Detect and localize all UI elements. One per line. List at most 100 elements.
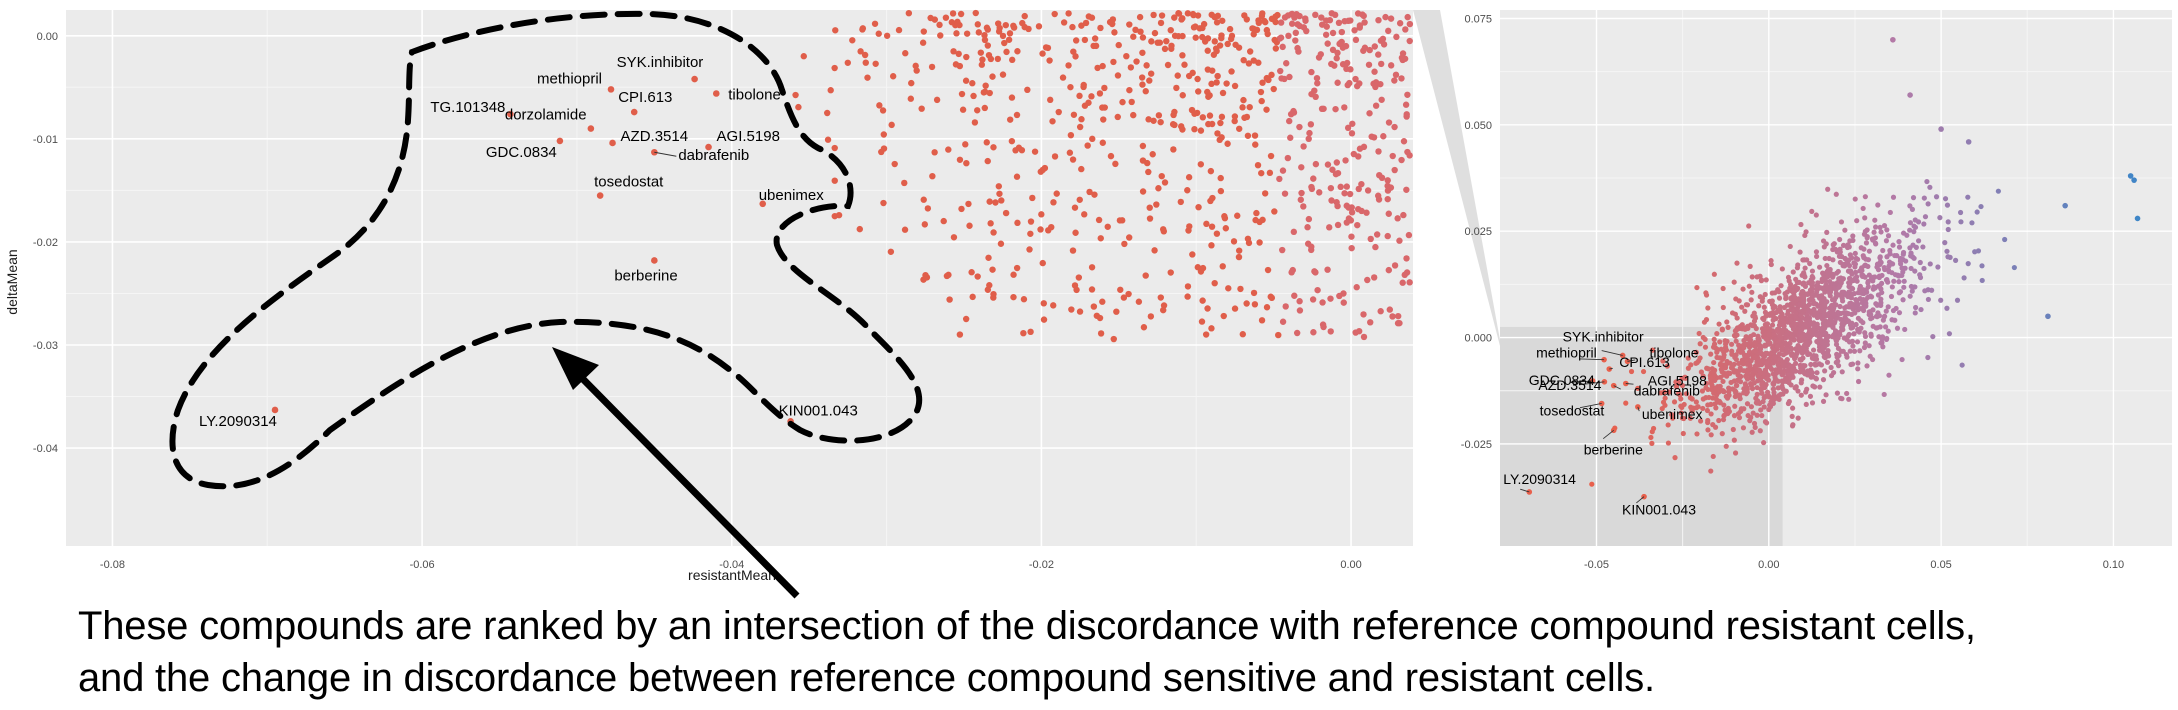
annotation-arrowhead (552, 347, 599, 390)
left-background-point (1286, 73, 1293, 81)
right-background-point (1749, 429, 1755, 435)
left-background-point (1050, 302, 1057, 309)
right-background-point (1875, 292, 1882, 298)
right-background-point (1881, 391, 1887, 398)
left-background-point (918, 105, 925, 112)
left-background-point (1375, 148, 1382, 155)
left-background-point (1371, 68, 1378, 75)
left-background-point (1352, 329, 1359, 336)
left-background-point (1112, 160, 1119, 168)
right-background-point (1720, 378, 1726, 385)
left-background-point (1403, 186, 1410, 193)
left-background-point (1231, 305, 1239, 312)
left-background-point (1139, 81, 1146, 88)
right-background-point (1854, 298, 1860, 305)
right-background-point (1770, 400, 1776, 407)
right-background-point (1927, 261, 1933, 267)
right-background-point (1824, 350, 1831, 356)
right-background-point (1732, 311, 1738, 317)
left-background-point (905, 9, 913, 17)
left-background-point (1245, 60, 1253, 67)
right-background-point (1866, 309, 1872, 315)
left-background-point (1021, 23, 1028, 31)
right-background-point (1798, 392, 1804, 398)
right-label-leader (1637, 406, 1640, 412)
left-background-point (1149, 151, 1156, 158)
right-background-point (1760, 353, 1767, 359)
left-background-point (1150, 11, 1157, 19)
left-background-point (1319, 299, 1326, 306)
left-point-label: LY.2090314 (199, 413, 277, 430)
right-background-point (1754, 412, 1760, 418)
right-background-point (1860, 205, 1866, 212)
right-background-point (1801, 298, 1807, 304)
left-background-point (1076, 196, 1083, 203)
right-background-point (1944, 202, 1951, 208)
left-background-point (1361, 19, 1368, 26)
right-background-point (1969, 220, 1975, 226)
right-background-point (1865, 263, 1871, 270)
right-background-point (1671, 399, 1678, 405)
left-background-point (1075, 274, 1083, 281)
right-background-point (1782, 340, 1788, 346)
right-background-point (1798, 333, 1804, 340)
right-background-point (1840, 263, 1846, 269)
right-background-point (1800, 257, 1806, 263)
left-background-point (1396, 237, 1403, 244)
right-background-point (1788, 345, 1794, 351)
right-background-point (1851, 348, 1858, 354)
left-background-point (902, 50, 909, 57)
right-background-point (1757, 343, 1763, 349)
left-background-point (1366, 110, 1373, 117)
left-background-point (1146, 204, 1153, 211)
right-background-point (1900, 297, 1906, 303)
left-background-point (1349, 120, 1356, 127)
right-background-point (1751, 348, 1758, 354)
left-background-point (1287, 134, 1294, 141)
left-background-point (912, 62, 919, 70)
right-background-point (1725, 324, 1731, 330)
left-background-point (1309, 296, 1317, 303)
left-background-point (1198, 318, 1206, 325)
left-background-point (979, 56, 986, 63)
left-background-point (1218, 134, 1225, 141)
left-background-point (1268, 71, 1275, 79)
right-background-point (1714, 354, 1720, 360)
left-background-point (1208, 80, 1215, 88)
right-background-point (1839, 324, 1845, 330)
left-background-point (1333, 159, 1341, 166)
right-background-point (1781, 320, 1787, 326)
left-background-point (1342, 157, 1349, 164)
left-background-point (990, 290, 997, 298)
left-background-point (1081, 36, 1089, 44)
right-background-point (1720, 285, 1726, 292)
left-background-point (1243, 16, 1250, 23)
left-background-point (1282, 303, 1289, 310)
right-background-point (1864, 363, 1870, 369)
right-background-point (1768, 258, 1774, 264)
right-background-point (1751, 420, 1758, 427)
right-background-point (1889, 261, 1896, 267)
right-background-point (1796, 279, 1802, 285)
left-background-point (1246, 103, 1253, 111)
left-point-label: tibolone (728, 86, 781, 103)
left-background-point (1171, 14, 1178, 21)
left-background-point (1013, 264, 1021, 272)
left-background-point (1293, 329, 1301, 337)
right-background-point (1779, 327, 1786, 333)
right-background-point (1720, 417, 1727, 423)
right-background-point (1793, 314, 1799, 320)
left-background-point (1284, 12, 1292, 19)
right-background-point (1911, 229, 1917, 235)
right-background-point (1875, 267, 1882, 273)
right-background-point (1758, 375, 1764, 382)
right-background-point (1719, 326, 1725, 332)
left-background-point (1271, 36, 1278, 44)
left-background-point (1138, 74, 1146, 81)
left-background-point (1290, 228, 1298, 236)
right-background-point (1696, 330, 1702, 337)
left-background-point (1213, 230, 1221, 237)
right-background-point (1775, 343, 1781, 350)
right-background-point (1749, 289, 1755, 295)
right-background-point (2062, 202, 2068, 209)
